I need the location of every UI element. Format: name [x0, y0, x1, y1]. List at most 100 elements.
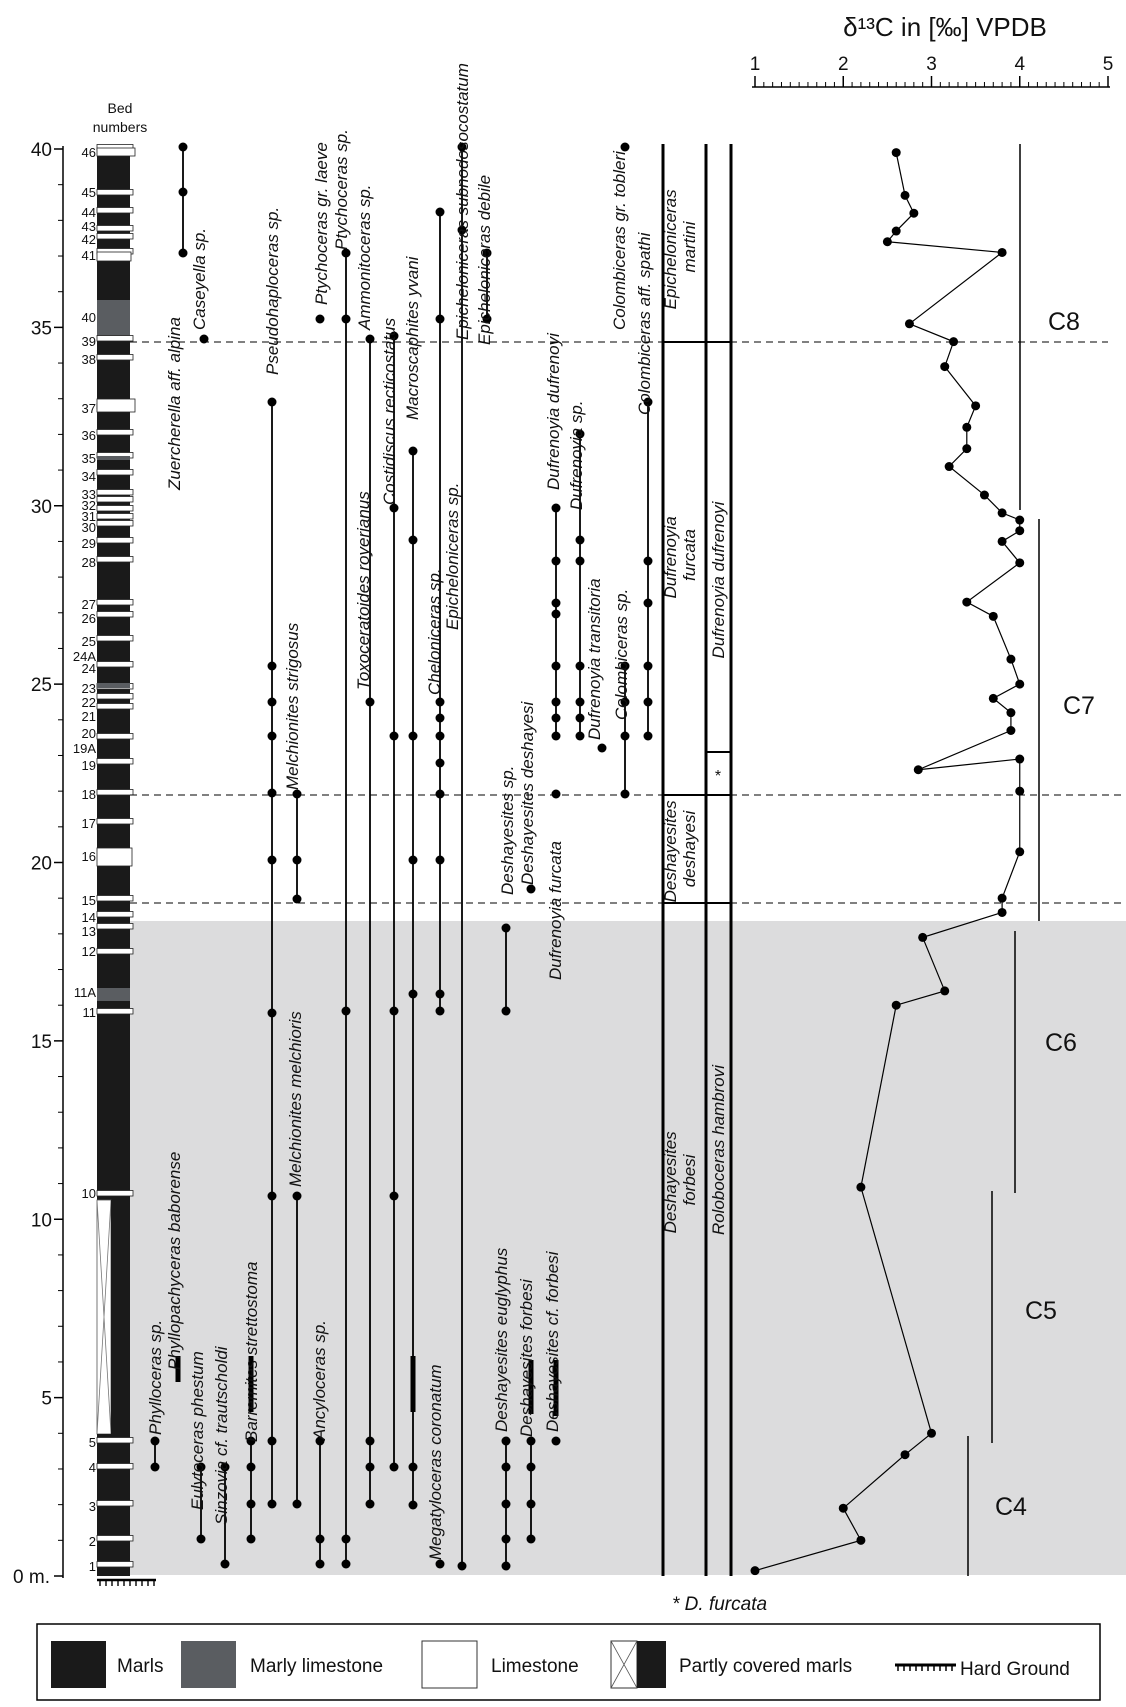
taxon-label: Cheloniceras sp.: [425, 568, 444, 695]
taxon-occurrence-dot: [575, 731, 585, 741]
limestone-bed: [96, 513, 134, 520]
d13c-data-point: [891, 1000, 901, 1010]
bed-label: 44: [82, 205, 96, 220]
depth-tick-label: 15: [31, 1032, 52, 1053]
taxon-occurrence-dot: [408, 446, 418, 456]
taxon-range-bar: [528, 1360, 534, 1414]
zone-deshayesi-label: Deshayesites deshayesi: [661, 796, 699, 903]
taxon-label: Epicheloniceras sp.: [443, 483, 462, 630]
taxon-occurrence-dot: [643, 661, 653, 671]
partly-covered-marl: [111, 1200, 130, 1434]
d13c-axis: 1 2 3 4 5: [750, 54, 1113, 88]
taxon-occurrence-dot: [501, 1462, 511, 1472]
taxon-occurrence-dot: [389, 1006, 399, 1016]
legend: Marls Marly limestone Limestone Partly c…: [36, 1623, 1101, 1701]
taxon-occurrence-dot: [501, 1534, 511, 1544]
d13c-axis-title: δ¹³C in [‰] VPDB: [843, 12, 1047, 42]
taxon-occurrence-dot: [620, 789, 630, 799]
chemo-segment-label: C6: [1045, 1029, 1077, 1057]
taxon-ranges: [150, 142, 653, 1571]
lithologic-column: [96, 144, 156, 1586]
legend-hardground-label: Hard Ground: [960, 1659, 1070, 1680]
limestone-bed: [96, 923, 134, 930]
taxon-occurrence-dot: [315, 314, 325, 324]
taxon-label: Caseyella sp.: [190, 228, 209, 330]
bed-label: 38: [82, 352, 96, 367]
taxon-label: Epicheloniceras debile: [475, 175, 494, 345]
taxon-occurrence-dot: [292, 855, 302, 865]
bed-label: 10: [82, 1186, 96, 1201]
taxon-occurrence-dot: [292, 894, 302, 904]
limestone-bed: [96, 693, 134, 700]
legend-partly-covered-dark: [637, 1641, 666, 1688]
taxon-occurrence-dot: [365, 1462, 375, 1472]
d13c-tick-label: 2: [838, 54, 849, 75]
d13c-data-point: [913, 765, 923, 775]
taxon-occurrence-dot: [620, 661, 630, 671]
taxon-occurrence-dot: [575, 429, 585, 439]
taxon-range-bar: [248, 1356, 254, 1412]
limestone-bed: [96, 911, 134, 918]
d13c-data-point: [997, 247, 1007, 257]
limestone-bed: [96, 948, 134, 955]
taxon-occurrence-dot: [267, 1191, 277, 1201]
d13c-data-point: [1015, 526, 1025, 536]
taxon-label: Ptychoceras gr. laeve: [312, 142, 331, 305]
taxon-occurrence-dot: [365, 1499, 375, 1509]
taxon-occurrence-dot: [551, 713, 561, 723]
d13c-data-point: [962, 444, 972, 454]
limestone-bed: [96, 599, 134, 606]
d13c-data-point: [918, 932, 928, 942]
taxon-occurrence-dot: [597, 743, 607, 753]
taxon-occurrence-dot: [551, 556, 561, 566]
taxon-occurrence-dot: [526, 1534, 536, 1544]
bed-label: 3: [89, 1499, 96, 1514]
taxon-occurrence-dot: [246, 1534, 256, 1544]
taxon-occurrence-dot: [267, 1008, 277, 1018]
taxon-labels: Zuercherella aff. alpina Caseyella sp. Pse…: [146, 63, 654, 1560]
footnote: * D. furcata: [672, 1594, 767, 1615]
d13c-data-point: [856, 1182, 866, 1192]
bed-label: 4: [89, 1460, 96, 1475]
d13c-data-point: [1015, 558, 1025, 568]
limestone-bed: [96, 1463, 134, 1470]
bed-label: 45: [82, 185, 96, 200]
biozone-columns: Epicheloniceras martini Dufrenoyia furca…: [661, 144, 733, 1576]
depth-tick-label: 30: [31, 497, 52, 518]
taxon-occurrence-dot: [643, 731, 653, 741]
bed-label: 2: [89, 1534, 96, 1549]
bed-label: 26: [82, 611, 96, 626]
taxon-occurrence-dot: [365, 1436, 375, 1446]
taxon-occurrence-dot: [341, 1534, 351, 1544]
taxon-label: Melchionites melchioris: [286, 1011, 305, 1187]
d13c-curve: [750, 148, 1025, 1576]
d13c-data-point: [891, 226, 901, 236]
legend-marly-limestone-swatch: [181, 1641, 236, 1688]
d13c-data-point: [750, 1566, 760, 1576]
taxon-occurrence-dot: [178, 248, 188, 258]
bed-label: 1: [89, 1559, 96, 1574]
taxon-occurrence-dot: [501, 1499, 511, 1509]
taxon-occurrence-dot: [457, 142, 467, 152]
zone-forbesi-line2: forbesi: [680, 1153, 699, 1205]
taxon-occurrence-dot: [620, 697, 630, 707]
d13c-data-point: [940, 986, 950, 996]
d13c-data-point: [944, 462, 954, 472]
bed-header-line2: numbers: [93, 119, 147, 135]
chemo-segment-label: C4: [995, 1493, 1027, 1521]
taxon-occurrence-dot: [435, 697, 445, 707]
zone-furcata-label: Dufrenoyia furcata: [661, 512, 699, 599]
taxon-occurrence-dot: [246, 1436, 256, 1446]
bed-label: 31: [82, 509, 96, 524]
taxon-occurrence-dot: [408, 989, 418, 999]
legend-limestone-swatch: [421, 1640, 478, 1689]
taxon-label: Dufrenoyia transitoria: [585, 578, 604, 740]
limestone-bed: [96, 1535, 134, 1542]
bed-label: 20: [82, 726, 96, 741]
taxon-occurrence-dot: [457, 225, 467, 235]
depth-tick-label: 0 m.: [13, 1567, 50, 1588]
limestone-bed: [96, 537, 134, 544]
d13c-data-point: [1015, 786, 1025, 796]
d13c-data-point: [971, 401, 981, 411]
